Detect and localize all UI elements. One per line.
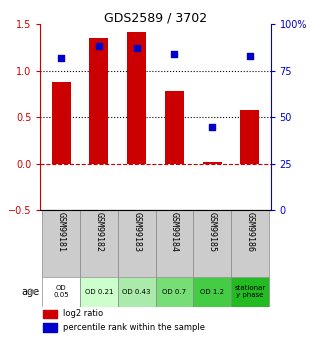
Bar (156, 277, 193, 307)
Text: GSM99181: GSM99181 (57, 212, 66, 252)
Bar (240, 110, 259, 164)
Bar (80, 210, 118, 277)
Bar (127, 32, 146, 164)
Text: percentile rank within the sample: percentile rank within the sample (63, 323, 206, 332)
Point (172, 51, 177, 57)
Bar (118, 277, 156, 307)
Point (59, 55, 64, 60)
Bar (42, 277, 80, 307)
Text: OD 1.2: OD 1.2 (200, 289, 224, 295)
Bar (52, 82, 71, 164)
Point (247, 53, 252, 59)
Bar (231, 277, 269, 307)
Bar (42, 210, 80, 277)
Title: GDS2589 / 3702: GDS2589 / 3702 (104, 11, 207, 24)
Text: log2 ratio: log2 ratio (63, 309, 104, 318)
Bar (165, 91, 184, 164)
Text: GSM99186: GSM99186 (245, 212, 254, 252)
Text: GSM99184: GSM99184 (170, 212, 179, 252)
Text: stationar
y phase: stationar y phase (234, 285, 266, 298)
Text: age: age (21, 287, 40, 297)
Bar (203, 162, 221, 164)
Text: GSM99183: GSM99183 (132, 212, 141, 252)
Text: OD 0.21: OD 0.21 (85, 289, 113, 295)
Text: OD
0.05: OD 0.05 (53, 285, 69, 298)
Text: GSM99185: GSM99185 (207, 212, 216, 252)
Text: OD 0.7: OD 0.7 (162, 289, 186, 295)
Bar (43, 309, 57, 318)
Text: OD 0.43: OD 0.43 (123, 289, 151, 295)
Bar (80, 277, 118, 307)
Point (134, 46, 139, 51)
Bar (43, 324, 57, 332)
Bar (156, 210, 193, 277)
Text: GSM99182: GSM99182 (95, 212, 104, 252)
Bar (90, 38, 108, 164)
Point (210, 124, 215, 129)
Bar (193, 210, 231, 277)
Bar (193, 277, 231, 307)
Point (96, 44, 101, 49)
Bar (231, 210, 269, 277)
Bar (118, 210, 156, 277)
